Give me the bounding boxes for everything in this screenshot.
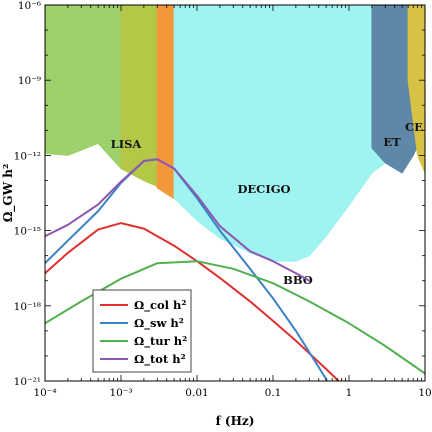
spectrum-curves (45, 158, 425, 381)
axis-tick-labels: 10⁻⁴ 10⁻³ 0.01 0.1 1 10 10⁻²¹ 10⁻¹⁸ 10⁻¹⁵ 10⁻¹² 10… (14, 0, 432, 399)
region-label-bbo: BBO (283, 273, 313, 287)
legend-label: Ω_tot h² (134, 352, 186, 367)
plot-frame (44, 4, 426, 382)
region-labels: LISA DECIGO BBO ET CE (111, 120, 424, 287)
region-label-et: ET (383, 135, 401, 149)
legend-label: Ω_tur h² (134, 334, 187, 349)
region-label-decigo: DECIGO (237, 182, 290, 196)
x-axis-title: f (Hz) (216, 414, 255, 428)
legend-label: Ω_col h² (134, 298, 186, 313)
curve-tur (45, 260, 425, 375)
y-axis-title: Ω_GW h² (1, 164, 16, 223)
legend-label: Ω_sw h² (134, 316, 184, 331)
region-label-lisa: LISA (111, 137, 143, 151)
y-tick-label: 10⁻¹⁵ (14, 226, 41, 238)
region-ce (407, 5, 425, 174)
curve-tot (45, 158, 311, 282)
x-tick-label: 0.1 (265, 387, 282, 399)
x-tick-label: 10⁻⁴ (33, 387, 56, 399)
curve-col (45, 222, 341, 381)
y-tick-label: 10⁻¹⁸ (14, 301, 41, 313)
x-tick-label: 1 (346, 387, 353, 399)
y-tick-label: 10⁻¹² (14, 150, 41, 162)
sensitivity-regions (45, 5, 425, 262)
y-tick-label: 10⁻⁹ (18, 75, 41, 87)
legend: Ω_col h² Ω_sw h² Ω_tur h² Ω_tot h² (92, 289, 192, 373)
x-tick-label: 10 (418, 387, 431, 399)
region-bbo (173, 5, 386, 262)
region-label-ce: CE (405, 120, 423, 134)
x-tick-label: 10⁻³ (109, 387, 132, 399)
axis-ticks (44, 4, 426, 382)
y-tick-label: 10⁻²¹ (14, 376, 41, 388)
x-tick-label: 0.01 (185, 387, 208, 399)
y-tick-label: 10⁻⁶ (18, 0, 41, 12)
